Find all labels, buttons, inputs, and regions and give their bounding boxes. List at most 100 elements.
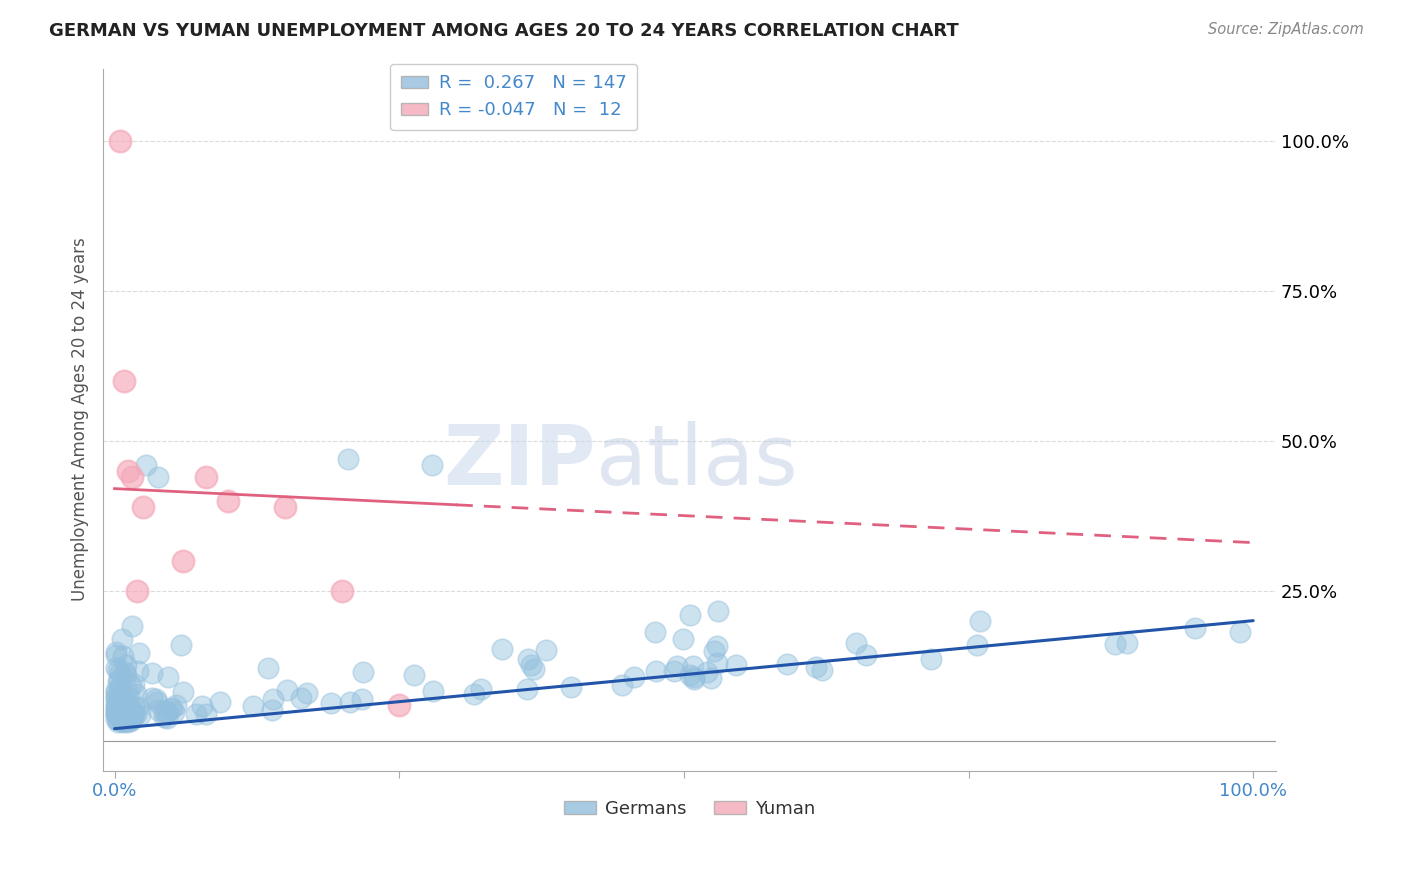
Point <box>117 712 139 726</box>
Point <box>330 583 353 598</box>
Point <box>172 685 194 699</box>
Point <box>516 681 538 696</box>
Point <box>623 670 645 684</box>
Point <box>920 652 942 666</box>
Legend: Germans, Yuman: Germans, Yuman <box>557 792 823 825</box>
Point <box>276 682 298 697</box>
Point <box>463 687 485 701</box>
Point <box>115 714 138 729</box>
Text: Source: ZipAtlas.com: Source: ZipAtlas.com <box>1208 22 1364 37</box>
Point <box>804 660 827 674</box>
Point <box>110 708 132 723</box>
Point <box>672 632 695 647</box>
Text: atlas: atlas <box>596 421 797 502</box>
Point <box>118 714 141 728</box>
Point <box>115 701 138 715</box>
Point <box>111 714 134 728</box>
Point <box>146 695 169 709</box>
Point <box>217 493 239 508</box>
Point <box>153 710 176 724</box>
Point <box>115 701 138 715</box>
Point <box>260 703 283 717</box>
Point <box>186 706 208 721</box>
Point <box>295 686 318 700</box>
Point <box>108 673 131 687</box>
Point <box>112 713 135 727</box>
Point <box>115 697 138 711</box>
Point <box>156 705 179 719</box>
Point <box>107 714 129 729</box>
Point <box>172 554 194 568</box>
Point <box>112 713 135 727</box>
Point <box>491 642 513 657</box>
Point <box>678 668 700 682</box>
Point <box>153 704 176 718</box>
Point <box>121 618 143 632</box>
Point <box>112 710 135 724</box>
Point <box>104 712 127 726</box>
Point <box>159 702 181 716</box>
Point <box>121 469 143 483</box>
Point <box>262 692 284 706</box>
Point <box>148 702 170 716</box>
Point <box>117 711 139 725</box>
Point <box>114 657 136 672</box>
Point <box>388 698 411 712</box>
Point <box>104 690 127 705</box>
Point <box>111 701 134 715</box>
Point <box>104 702 127 716</box>
Point <box>969 614 991 628</box>
Point <box>776 657 799 671</box>
Point <box>122 711 145 725</box>
Point <box>191 698 214 713</box>
Point <box>706 640 728 654</box>
Point <box>112 714 135 728</box>
Point <box>120 678 142 692</box>
Point <box>141 690 163 705</box>
Point <box>111 632 134 646</box>
Point <box>855 648 877 662</box>
Point <box>402 668 425 682</box>
Point <box>127 583 149 598</box>
Point <box>703 643 725 657</box>
Point <box>125 687 148 701</box>
Point <box>115 683 138 698</box>
Point <box>104 661 127 675</box>
Point <box>160 701 183 715</box>
Point <box>114 665 136 679</box>
Point <box>194 469 217 483</box>
Point <box>118 690 141 705</box>
Point <box>339 695 361 709</box>
Point <box>107 681 129 696</box>
Point <box>108 666 131 681</box>
Point <box>104 645 127 659</box>
Point <box>470 681 492 696</box>
Point <box>111 706 134 720</box>
Point <box>966 639 988 653</box>
Point <box>162 706 184 720</box>
Point <box>157 670 180 684</box>
Point <box>107 706 129 720</box>
Point <box>700 671 723 685</box>
Point <box>679 607 702 622</box>
Point <box>115 668 138 682</box>
Point <box>115 708 138 723</box>
Point <box>107 696 129 710</box>
Point <box>122 707 145 722</box>
Point <box>169 638 191 652</box>
Point <box>107 673 129 688</box>
Point <box>124 699 146 714</box>
Point <box>209 695 232 709</box>
Point <box>104 706 127 721</box>
Text: ZIP: ZIP <box>443 421 596 502</box>
Point <box>337 451 360 466</box>
Point <box>132 500 155 514</box>
Point <box>127 664 149 678</box>
Point <box>683 670 706 684</box>
Point <box>1229 625 1251 640</box>
Point <box>420 458 443 472</box>
Point <box>115 712 138 726</box>
Point <box>194 706 217 721</box>
Point <box>319 696 342 710</box>
Point <box>111 696 134 710</box>
